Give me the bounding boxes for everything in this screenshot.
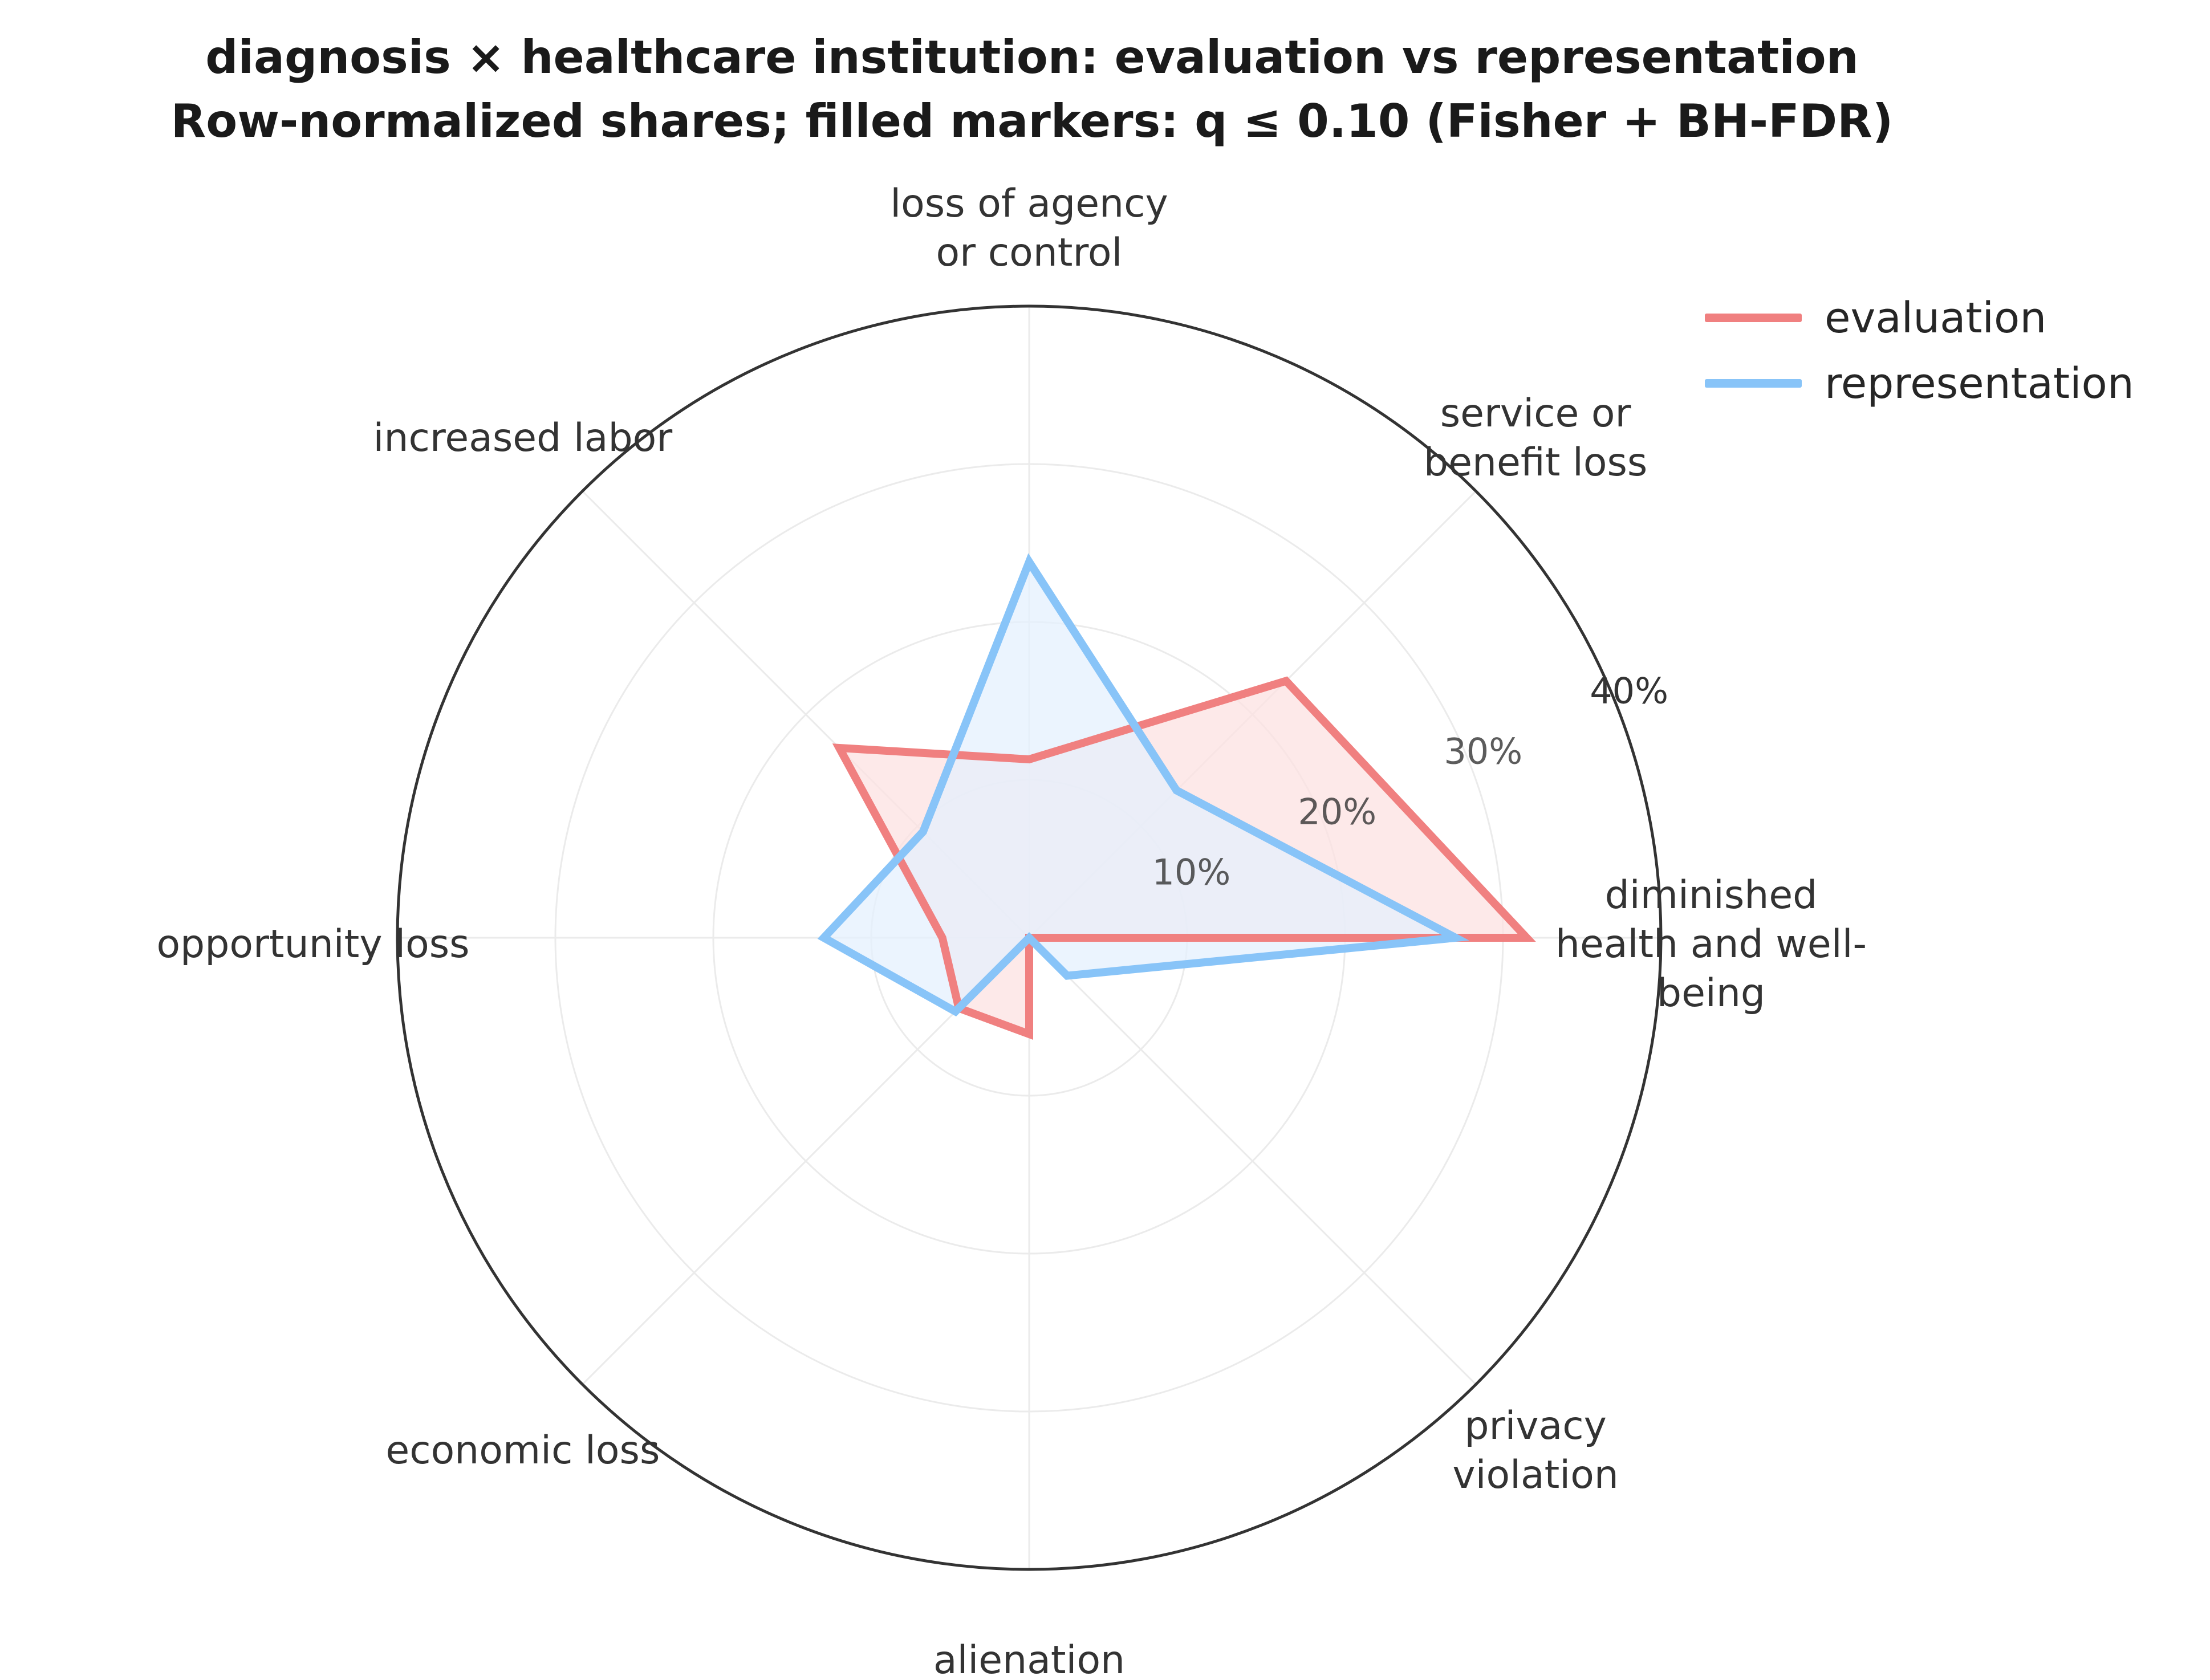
outer-frame — [396, 304, 1663, 1571]
chart-subtitle: Row-normalized shares; filled markers: q… — [170, 95, 1894, 148]
axis-label: diminished health and well-being — [1555, 873, 1867, 1016]
axis-label: privacy violation — [1452, 1404, 1619, 1498]
axis-label: alienation — [933, 1638, 1125, 1680]
axis-label-line: service or — [1440, 391, 1631, 436]
axis-label-line: or control — [936, 230, 1123, 275]
legend: evaluation representation — [1705, 285, 2134, 416]
legend-swatch — [1705, 379, 1802, 388]
axis-label-line: health and well- — [1555, 922, 1867, 967]
axis-label-line: opportunity loss — [156, 922, 469, 967]
axis-label-line: increased labor — [373, 416, 673, 461]
r-tick-label: 20% — [1298, 791, 1376, 832]
legend-item: representation — [1705, 351, 2134, 416]
legend-swatch — [1705, 314, 1802, 322]
r-tick-label: 30% — [1444, 730, 1522, 772]
axis-label: loss of agency or control — [890, 181, 1168, 275]
legend-label: representation — [1825, 359, 2134, 408]
chart-title: diagnosis × healthcare institution: eval… — [0, 26, 2064, 153]
axis-label-line: being — [1657, 971, 1765, 1016]
axis-label-line: diminished — [1605, 873, 1818, 918]
axis-label-line: privacy — [1464, 1404, 1607, 1449]
axis-label: increased labor — [373, 416, 673, 461]
series-line-evaluation — [832, 676, 1536, 1040]
axis-label-line: alienation — [933, 1638, 1125, 1680]
legend-item: evaluation — [1705, 285, 2134, 351]
axis-label: service or benefit loss — [1424, 391, 1647, 485]
chart-title-line1: diagnosis × healthcare institution: eval… — [205, 31, 1859, 84]
axis-label-line: loss of agency — [890, 181, 1168, 226]
r-tick-label: 40% — [1590, 670, 1668, 711]
axis-label-line: violation — [1452, 1453, 1619, 1498]
axis-label-line: benefit loss — [1424, 440, 1647, 485]
r-tick-label: 10% — [1152, 851, 1230, 893]
legend-label: evaluation — [1825, 293, 2047, 343]
series-line-representation — [817, 553, 1469, 1016]
axis-label: opportunity loss — [156, 922, 469, 967]
axis-label-line: economic loss — [385, 1428, 660, 1473]
series-area-representation — [823, 562, 1456, 1012]
axis-label: economic loss — [385, 1428, 660, 1473]
